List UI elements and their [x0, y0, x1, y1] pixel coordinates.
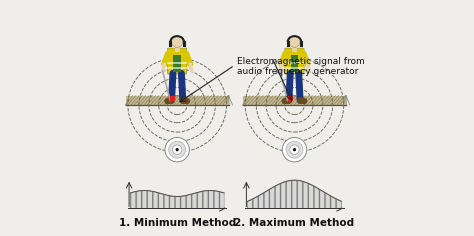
FancyBboxPatch shape [167, 48, 187, 74]
Bar [173, 55, 181, 72]
Circle shape [169, 141, 186, 158]
Text: 1. Minimum Method: 1. Minimum Method [118, 218, 236, 228]
Bar [291, 55, 298, 72]
Circle shape [165, 138, 190, 162]
Text: Electromagnetic signal from
audio frequency generator: Electromagnetic signal from audio freque… [237, 57, 365, 76]
Circle shape [283, 138, 307, 162]
Bar [126, 96, 229, 105]
Text: 2. Maximum Method: 2. Maximum Method [235, 218, 355, 228]
Circle shape [293, 148, 296, 151]
FancyBboxPatch shape [285, 48, 304, 74]
Circle shape [289, 36, 300, 47]
Bar [243, 96, 346, 105]
Circle shape [173, 145, 182, 154]
Circle shape [172, 36, 183, 47]
Circle shape [286, 141, 303, 158]
Circle shape [290, 145, 299, 154]
Circle shape [175, 148, 179, 151]
